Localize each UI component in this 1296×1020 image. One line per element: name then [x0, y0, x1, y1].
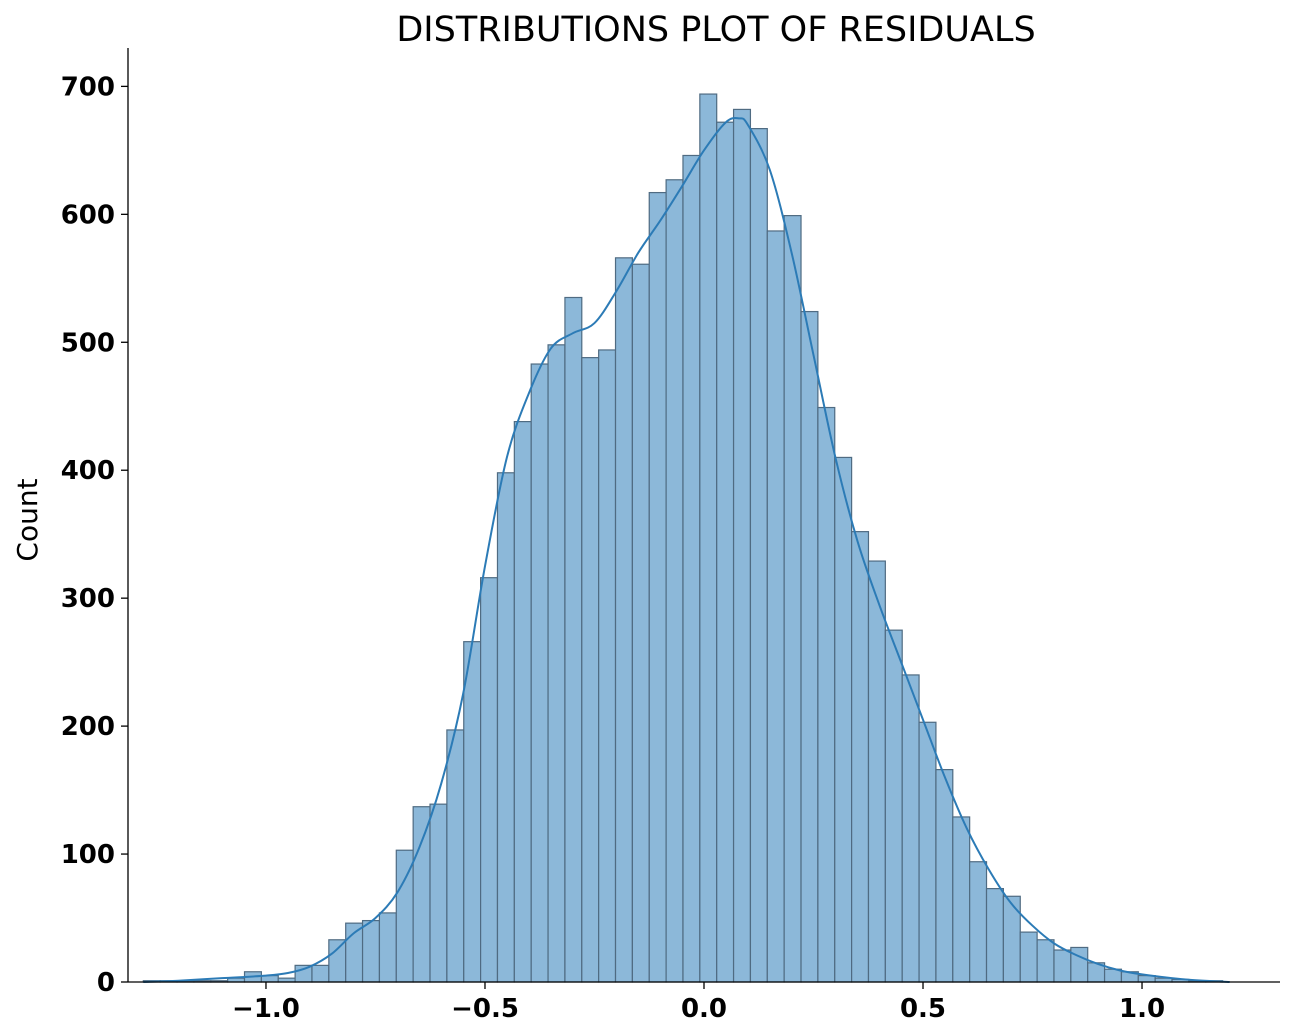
histogram-bars: [142, 93, 1224, 983]
histogram-bar: [665, 179, 684, 983]
histogram-bar: [547, 344, 566, 983]
x-tick-label: 0.5: [900, 994, 946, 1020]
histogram-bar: [867, 560, 886, 983]
histogram-bar: [463, 641, 482, 983]
histogram-bar: [429, 803, 448, 983]
histogram-bar: [631, 263, 650, 983]
y-tick-label: 200: [61, 712, 115, 742]
histogram-bar: [766, 230, 785, 983]
histogram-bar: [496, 472, 515, 983]
histogram-bar: [783, 215, 802, 983]
x-axis-ticks: −1.0 −0.5 0.0 0.5 1.0: [232, 982, 1165, 1020]
histogram-bar: [311, 964, 330, 983]
histogram-bar: [480, 577, 499, 983]
histogram-bar: [851, 531, 870, 983]
x-tick-label: −0.5: [451, 994, 519, 1020]
y-tick-label: 600: [61, 200, 115, 230]
histogram-bar: [1002, 895, 1021, 983]
histogram-bar: [648, 191, 667, 983]
y-axis-ticks: 0 100 200 300 400 500 600 700: [61, 72, 128, 998]
histogram-bar: [834, 456, 853, 983]
histogram-bar: [378, 912, 397, 983]
histogram-bar: [699, 93, 718, 983]
x-tick-label: 0.0: [681, 994, 727, 1020]
histogram-bar: [1036, 939, 1055, 983]
histogram-bar: [969, 861, 988, 983]
histogram-bar: [901, 674, 920, 983]
histogram-bar: [530, 363, 549, 983]
histogram-bar: [716, 121, 735, 983]
histogram-bar: [1053, 949, 1072, 983]
y-tick-label: 700: [61, 72, 115, 102]
kde-density-line: [143, 116, 1230, 983]
histogram-bar: [328, 939, 347, 983]
y-tick-label: 0: [97, 968, 115, 998]
histogram-bar: [682, 154, 701, 983]
histogram-bar: [513, 421, 532, 983]
y-tick-label: 300: [61, 584, 115, 614]
histogram-bar: [800, 310, 819, 983]
histogram-bar: [598, 349, 617, 983]
y-axis-label: Count: [11, 478, 44, 561]
histogram-bar: [985, 887, 1004, 983]
y-tick-label: 100: [61, 840, 115, 870]
histogram-bar: [581, 357, 600, 983]
histogram-bar: [361, 919, 381, 983]
histogram-bar: [749, 128, 768, 983]
chart-title: DISTRIBUTIONS PLOT OF RESIDUALS: [396, 10, 1035, 50]
x-tick-label: −1.0: [232, 994, 300, 1020]
histogram-bar: [935, 769, 954, 983]
histogram-bar: [918, 721, 937, 983]
histogram-bar: [817, 406, 836, 983]
x-tick-label: 1.0: [1119, 994, 1165, 1020]
histogram-bar: [952, 816, 971, 983]
histogram-bar: [1070, 946, 1089, 983]
histogram-bar: [1019, 931, 1038, 983]
histogram-bar: [614, 257, 633, 983]
y-tick-label: 400: [61, 456, 115, 486]
histogram-bar: [446, 729, 465, 983]
histogram-bar: [884, 629, 903, 983]
histogram-bar: [732, 108, 752, 983]
y-tick-label: 500: [61, 328, 115, 358]
histogram-bar: [564, 296, 583, 983]
histogram-bar: [412, 806, 431, 983]
